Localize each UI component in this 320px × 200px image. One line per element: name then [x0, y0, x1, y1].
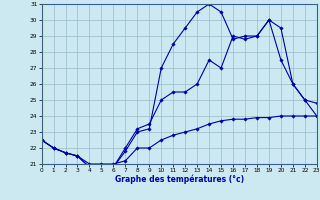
X-axis label: Graphe des températures (°c): Graphe des températures (°c) [115, 175, 244, 184]
